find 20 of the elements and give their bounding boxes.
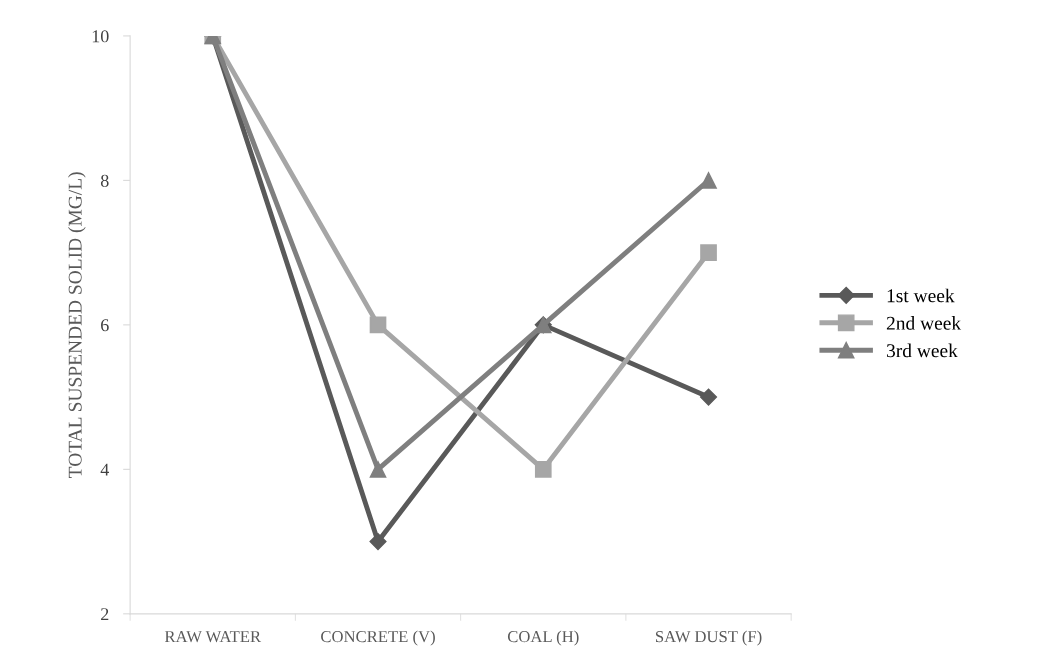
- x-tick-label: SAW DUST (F): [655, 630, 762, 646]
- y-tick-label: 10: [92, 30, 109, 43]
- x-tick-label: RAW WATER: [164, 631, 262, 643]
- point: [369, 461, 387, 478]
- legend-label: 1st week: [887, 288, 955, 303]
- point: [700, 244, 717, 261]
- point: [700, 172, 717, 189]
- point: [534, 461, 552, 478]
- x-tick-label: COAL (H): [507, 630, 579, 646]
- point: [369, 316, 387, 334]
- x-tick-label: CONCRETE (V): [321, 630, 435, 646]
- point: [699, 388, 718, 406]
- point: [369, 533, 387, 551]
- y-tick-label: 8: [100, 174, 109, 187]
- legend-label: 2nd week: [886, 316, 962, 330]
- y-axis-title: TOTAL SUSPENDED SOLID (MG/L): [68, 172, 86, 478]
- y-tick-label: 6: [101, 319, 109, 332]
- y-tick-label: 2: [101, 608, 109, 621]
- y-tick-label: 4: [100, 463, 110, 476]
- legend-label: 3rd week: [886, 343, 958, 358]
